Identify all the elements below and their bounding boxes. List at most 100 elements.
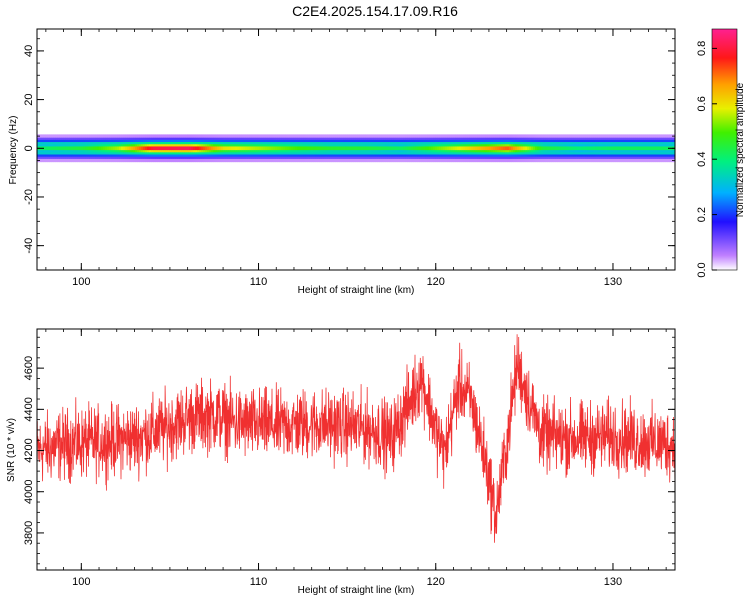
snr-x-axis-label: Height of straight line (km) bbox=[298, 585, 415, 596]
snr-y-axis-label: SNR (10 * v/v) bbox=[6, 418, 17, 482]
heatmap-cell bbox=[409, 146, 412, 151]
heatmap-cell bbox=[647, 146, 650, 151]
heatmap-cell bbox=[385, 146, 388, 151]
heatmap-cell bbox=[65, 146, 68, 151]
heatmap-cell bbox=[509, 146, 512, 151]
heatmap-cell bbox=[101, 146, 104, 151]
heatmap-cell bbox=[333, 146, 336, 151]
heatmap-cell bbox=[497, 146, 500, 151]
heatmap-cell bbox=[387, 146, 390, 151]
heatmap-cell bbox=[147, 146, 150, 151]
heatmap-cell bbox=[423, 146, 426, 151]
heatmap-cell bbox=[135, 146, 138, 151]
heatmap-cell bbox=[587, 146, 590, 151]
heatmap-cell bbox=[269, 146, 272, 151]
heatmap-cell bbox=[337, 146, 340, 151]
heatmap-cell bbox=[123, 146, 126, 151]
colorbar-gradient bbox=[711, 28, 738, 271]
heatmap-cell bbox=[213, 146, 216, 151]
heatmap-cell bbox=[229, 146, 232, 151]
heatmap-cell bbox=[617, 146, 620, 151]
colorbar-tick-label: 0.4 bbox=[696, 152, 708, 167]
heatmap-cell bbox=[563, 146, 566, 151]
heatmap-cell bbox=[603, 146, 606, 151]
heatmap-cell bbox=[507, 146, 510, 151]
heatmap-cell bbox=[527, 146, 530, 151]
heatmap-cell bbox=[75, 146, 78, 151]
heatmap-cell bbox=[457, 146, 460, 151]
heatmap-cell bbox=[279, 146, 282, 151]
heatmap-cell bbox=[317, 146, 320, 151]
heatmap-cell bbox=[223, 146, 226, 151]
heatmap-cell bbox=[185, 146, 188, 151]
heatmap-cell bbox=[67, 146, 70, 151]
heatmap-cell bbox=[195, 146, 198, 151]
heatmap-cell bbox=[427, 146, 430, 151]
heatmap-cell bbox=[379, 146, 382, 151]
heatmap-cell bbox=[151, 146, 154, 151]
heatmap-cell bbox=[153, 146, 156, 151]
heatmap-cell bbox=[543, 146, 546, 151]
heatmap-cell bbox=[541, 146, 544, 151]
heatmap-cell bbox=[127, 146, 130, 151]
heatmap-cell bbox=[119, 146, 122, 151]
heatmap-cell bbox=[521, 146, 524, 151]
heatmap-cell bbox=[311, 146, 314, 151]
heatmap-cell bbox=[91, 146, 94, 151]
heatmap-cell bbox=[177, 146, 180, 151]
heatmap-cell bbox=[267, 146, 270, 151]
y-tick-label: -40 bbox=[23, 238, 35, 254]
colorbar-tick-label: 0.0 bbox=[696, 262, 708, 277]
heatmap-cell bbox=[117, 146, 120, 151]
heatmap-cell bbox=[381, 146, 384, 151]
heatmap-cell bbox=[173, 146, 176, 151]
heatmap-cell bbox=[305, 146, 308, 151]
heatmap-cell bbox=[443, 146, 446, 151]
heatmap-cell bbox=[61, 146, 64, 151]
heatmap-cell bbox=[263, 146, 266, 151]
heatmap-cell bbox=[415, 146, 418, 151]
heatmap-cell bbox=[73, 146, 76, 151]
heatmap-cell bbox=[271, 146, 274, 151]
heatmap-cell bbox=[103, 146, 106, 151]
heatmap-cell bbox=[433, 146, 436, 151]
y-tick-label: 40 bbox=[23, 45, 35, 57]
heatmap-cell bbox=[329, 146, 332, 151]
heatmap-cell bbox=[53, 146, 56, 151]
heatmap-cell bbox=[421, 146, 424, 151]
heatmap-cell bbox=[93, 146, 96, 151]
heatmap-cell bbox=[225, 146, 228, 151]
spectrogram-y-ticks: -40 -20 0 20 40 bbox=[23, 38, 675, 271]
heatmap-cell bbox=[661, 146, 664, 151]
heatmap-cell bbox=[377, 146, 380, 151]
heatmap-cell bbox=[517, 146, 520, 151]
heatmap-cell bbox=[207, 146, 210, 151]
heatmap-cell bbox=[343, 146, 346, 151]
heatmap-cell bbox=[609, 146, 612, 151]
heatmap-cell bbox=[549, 146, 552, 151]
heatmap-cell bbox=[327, 146, 330, 151]
heatmap-cell bbox=[539, 146, 542, 151]
heatmap-cell bbox=[109, 146, 112, 151]
heatmap-cell bbox=[577, 146, 580, 151]
y-tick-label: 0 bbox=[23, 145, 35, 151]
heatmap-cell bbox=[665, 146, 668, 151]
heatmap-cell bbox=[629, 146, 632, 151]
heatmap-cell bbox=[461, 146, 464, 151]
heatmap-cell bbox=[341, 146, 344, 151]
heatmap-cell bbox=[189, 146, 192, 151]
y-tick-label: 4400 bbox=[23, 397, 35, 421]
heatmap-cell bbox=[367, 146, 370, 151]
heatmap-cell bbox=[361, 146, 364, 151]
heatmap-cell bbox=[389, 146, 392, 151]
heatmap-cell bbox=[97, 146, 100, 151]
heatmap-cell bbox=[489, 146, 492, 151]
heatmap-cell bbox=[571, 146, 574, 151]
heatmap-cell bbox=[653, 146, 656, 151]
heatmap-cell bbox=[471, 146, 474, 151]
heatmap-cell bbox=[523, 146, 526, 151]
colorbar-label: Normalized spectral amplitude bbox=[735, 82, 746, 217]
heatmap-cell bbox=[649, 146, 652, 151]
heatmap-cell bbox=[261, 146, 264, 151]
heatmap-cell bbox=[205, 146, 208, 151]
